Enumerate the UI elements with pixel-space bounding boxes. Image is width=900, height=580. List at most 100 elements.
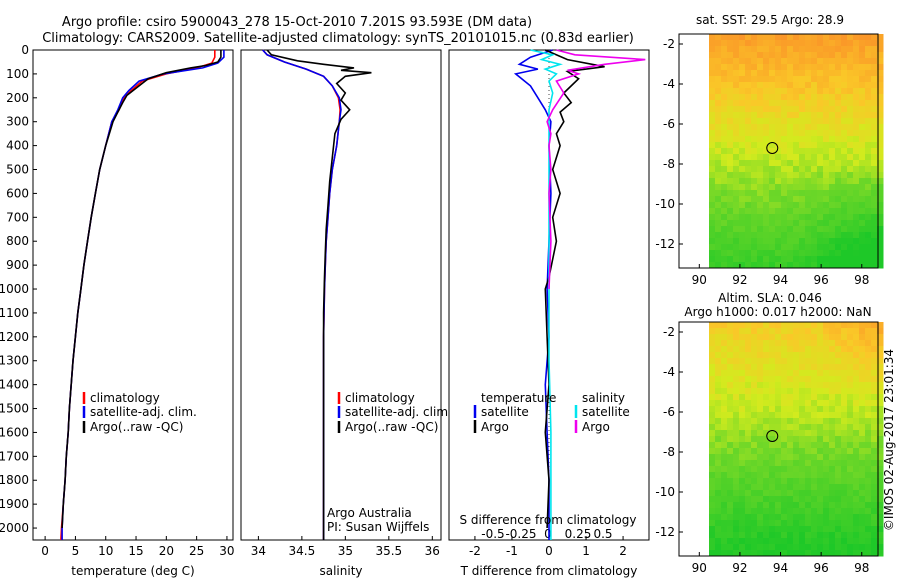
lat-tick-label: -10 [655, 197, 675, 211]
x-tick-label: 5 [72, 544, 80, 558]
map-cell [817, 130, 824, 137]
map-cell [775, 526, 782, 533]
map-cell [787, 358, 794, 365]
map-cell [781, 400, 788, 407]
map-cell [853, 418, 860, 425]
map-cell [847, 370, 854, 377]
map-cell [715, 478, 722, 485]
map-cell [829, 412, 836, 419]
map-cell [775, 514, 782, 521]
map-cell [799, 226, 806, 233]
map-cell [787, 328, 794, 335]
map-cell [853, 424, 860, 431]
map-cell [721, 262, 728, 269]
legend-label-temp-satellite: satellite [481, 405, 529, 419]
map-cell [817, 148, 824, 155]
map-cell [865, 244, 872, 251]
map-cell [859, 88, 866, 95]
map-cell [865, 178, 872, 185]
map-cell [715, 112, 722, 119]
map-cell [835, 454, 842, 461]
map-cell [781, 244, 788, 251]
sla-map-frame [678, 321, 879, 557]
map-cell [835, 178, 842, 185]
map-cell [805, 334, 812, 341]
map-cell [757, 256, 764, 263]
map-cell [739, 340, 746, 347]
map-cell [823, 412, 830, 419]
map-cell [709, 526, 716, 533]
map-cell [865, 502, 872, 509]
map-cell [751, 382, 758, 389]
map-cell [769, 532, 776, 539]
map-cell [817, 64, 824, 71]
map-cell [841, 76, 848, 83]
map-cell [877, 208, 884, 215]
map-cell [751, 250, 758, 257]
s-difference-label: S difference from climatology [460, 513, 637, 527]
map-cell [871, 430, 878, 437]
map-cell [709, 214, 716, 221]
map-cell [823, 478, 830, 485]
map-cell [709, 202, 716, 209]
map-cell [733, 460, 740, 467]
map-cell [739, 88, 746, 95]
map-cell [835, 400, 842, 407]
map-cell [853, 142, 860, 149]
map-cell [805, 502, 812, 509]
map-cell [751, 208, 758, 215]
map-cell [709, 412, 716, 419]
map-cell [745, 472, 752, 479]
map-cell [739, 520, 746, 527]
map-cell [793, 154, 800, 161]
map-cell [775, 238, 782, 245]
map-cell [739, 544, 746, 551]
map-cell [847, 130, 854, 137]
map-cell [763, 340, 770, 347]
map-cell [799, 394, 806, 401]
map-cell [757, 436, 764, 443]
map-cell [853, 160, 860, 167]
map-cell [853, 328, 860, 335]
map-cell [859, 40, 866, 47]
map-cell [715, 190, 722, 197]
map-cell [751, 436, 758, 443]
map-cell [739, 148, 746, 155]
salinity-series [262, 49, 372, 540]
map-cell [763, 466, 770, 473]
x-tick-label: 10 [98, 544, 113, 558]
map-cell [877, 508, 884, 515]
map-cell [811, 460, 818, 467]
map-cell [877, 328, 884, 335]
map-cell [871, 352, 878, 359]
map-cell [739, 538, 746, 545]
map-cell [811, 484, 818, 491]
map-cell [871, 418, 878, 425]
lat-tick-label: -2 [663, 37, 675, 51]
map-cell [823, 130, 830, 137]
map-cell [775, 58, 782, 65]
map-cell [769, 112, 776, 119]
map-cell [775, 40, 782, 47]
map-cell [859, 148, 866, 155]
map-cell [799, 142, 806, 149]
map-cell [823, 82, 830, 89]
map-cell [865, 472, 872, 479]
map-cell [751, 424, 758, 431]
map-cell [823, 178, 830, 185]
map-cell [775, 64, 782, 71]
map-cell [787, 370, 794, 377]
map-cell [799, 250, 806, 257]
map-cell [727, 454, 734, 461]
map-cell [841, 424, 848, 431]
map-cell [835, 58, 842, 65]
map-cell [853, 520, 860, 527]
map-cell [829, 226, 836, 233]
map-cell [823, 508, 830, 515]
map-cell [871, 202, 878, 209]
map-cell [715, 442, 722, 449]
map-cell [727, 52, 734, 59]
map-cell [871, 544, 878, 551]
depth-tick-label: 2000 [0, 521, 29, 535]
map-cell [793, 178, 800, 185]
